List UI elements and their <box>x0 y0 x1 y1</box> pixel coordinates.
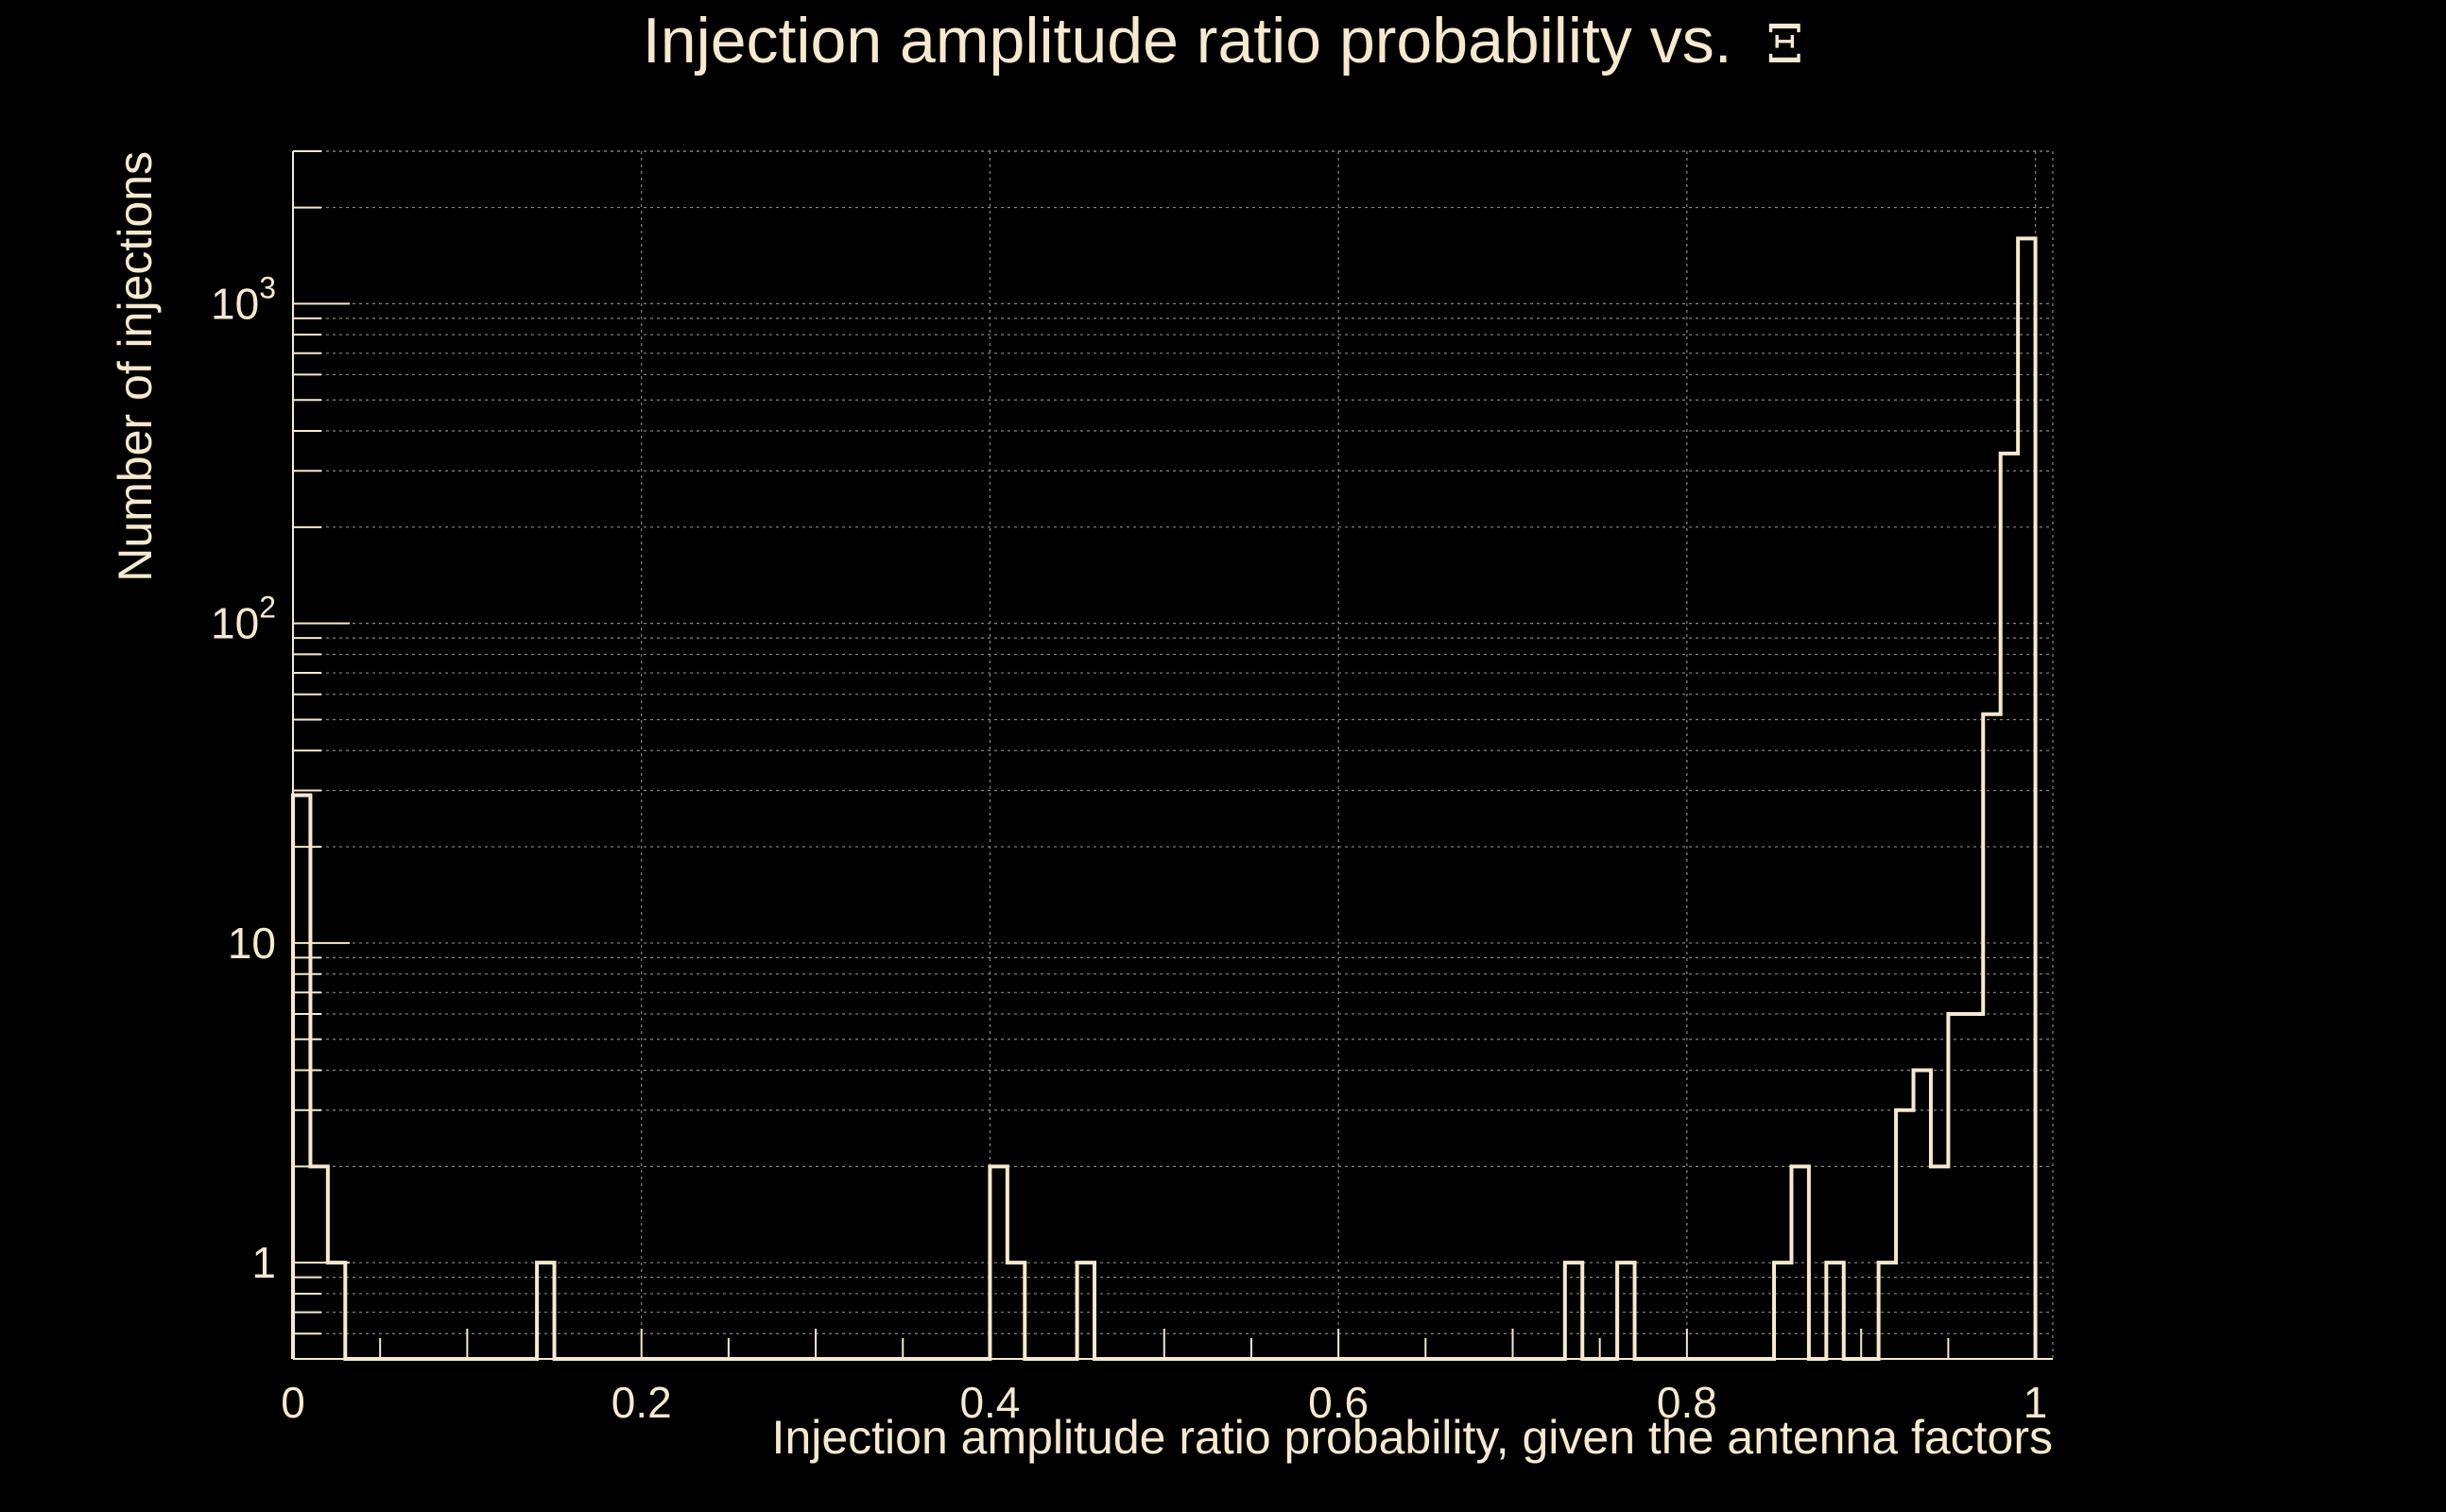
histogram-series <box>291 236 2038 1361</box>
y-tick-label-3: 103 <box>211 270 276 328</box>
x-tick-label-4: 0.8 <box>1657 1378 1717 1427</box>
x-tick-label-5: 1 <box>2024 1378 2048 1427</box>
y-tick-label-base: 1 <box>251 1238 276 1287</box>
y-tick-label-exponent: 3 <box>259 270 276 304</box>
x-tick-label-0: 0 <box>281 1378 305 1427</box>
y-tick-label-base: 10 <box>211 279 259 328</box>
y-axis-label: Number of injections <box>109 151 162 582</box>
chart-title: Injection amplitude ratio probability vs… <box>643 5 1803 77</box>
chart-title-text: Injection amplitude ratio probability vs… <box>643 5 1732 77</box>
y-tick-label-base: 10 <box>228 919 276 968</box>
x-axis-label: Injection amplitude ratio probability, g… <box>772 1411 2053 1464</box>
y-tick-label-base: 10 <box>211 599 259 648</box>
y-tick-label-exponent: 2 <box>259 591 276 625</box>
y-tick-label-1: 10 <box>228 919 276 968</box>
y-tick-label-0: 1 <box>251 1238 276 1287</box>
x-tick-label-2: 0.4 <box>959 1378 1020 1427</box>
x-tick-label-3: 0.6 <box>1308 1378 1369 1427</box>
y-tick-label-2: 102 <box>211 591 276 648</box>
x-tick-label-1: 0.2 <box>612 1378 672 1427</box>
chart-title-symbol: Ξ <box>1766 14 1803 76</box>
x-tick-labels: 0 0.2 0.4 0.6 0.8 1 <box>281 1378 2047 1427</box>
